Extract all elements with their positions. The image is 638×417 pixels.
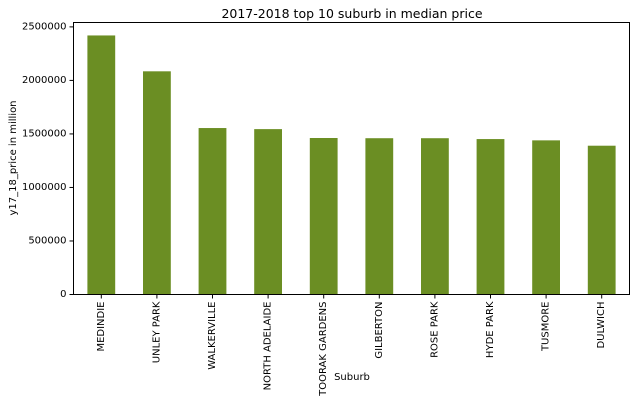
y-axis: 0 500000 1000000 1500000 2000000 2500000	[22, 21, 74, 300]
x-tick-label: HYDE PARK	[485, 301, 496, 358]
x-axis-label: Suburb	[334, 372, 370, 383]
y-tick-label: 0	[60, 289, 66, 300]
plot-frame	[73, 22, 630, 295]
bar	[143, 71, 171, 295]
y-tick-label: 500000	[28, 235, 66, 246]
y-tick-label: 1000000	[22, 182, 67, 193]
bar	[532, 140, 560, 295]
x-tick-label: ROSE PARK	[429, 301, 440, 358]
x-tick-label: DULWICH	[596, 302, 607, 349]
bar	[309, 138, 338, 295]
y-axis-label: y17_18_price in million	[8, 100, 19, 215]
x-tick-label: NORTH ADELAIDE	[263, 302, 274, 391]
bar	[87, 35, 116, 295]
bar	[198, 128, 227, 295]
x-axis: MEDINDIE UNLEY PARK WALKERVILLE NORTH ADELA…	[96, 294, 607, 397]
x-tick-label: UNLEY PARK	[151, 301, 162, 363]
bar	[254, 129, 282, 295]
x-tick-label: TUSMORE	[541, 302, 552, 353]
y-tick-label: 2500000	[22, 21, 67, 32]
x-tick-label: WALKERVILLE	[207, 302, 218, 370]
y-tick-label: 1500000	[22, 128, 67, 139]
x-tick-label: TOORAK GARDENS	[318, 302, 329, 397]
chart-title: 2017-2018 top 10 suburb in median price	[221, 6, 482, 21]
bar	[476, 139, 505, 295]
bar	[365, 138, 394, 295]
y-tick-label: 2000000	[22, 75, 67, 86]
bars-group	[87, 35, 616, 295]
x-tick-label: GILBERTON	[374, 302, 385, 359]
bar	[421, 138, 449, 295]
x-tick-label: MEDINDIE	[96, 302, 107, 352]
bar	[587, 145, 616, 295]
